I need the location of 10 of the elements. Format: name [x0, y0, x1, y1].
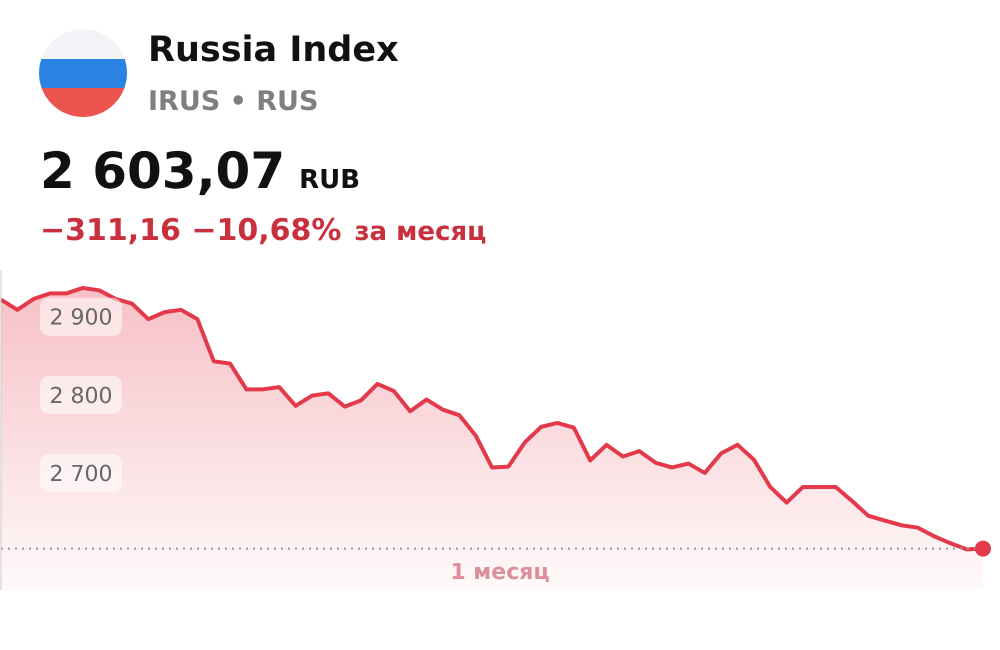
chart-title: Russia Index [148, 30, 399, 70]
chart-subtitle: IRUS • RUS [148, 86, 318, 117]
y-tick-label: 2 900 [50, 306, 112, 331]
text: RUB [299, 165, 360, 195]
text: 2 603,07 [40, 142, 286, 200]
y-tick-label: 2 700 [50, 462, 112, 487]
text: за месяц [354, 217, 486, 247]
x-axis-title: 1 месяц [450, 560, 550, 585]
y-tick-label: 2 800 [50, 384, 112, 409]
text: −311,16 −10,68% [40, 213, 342, 248]
